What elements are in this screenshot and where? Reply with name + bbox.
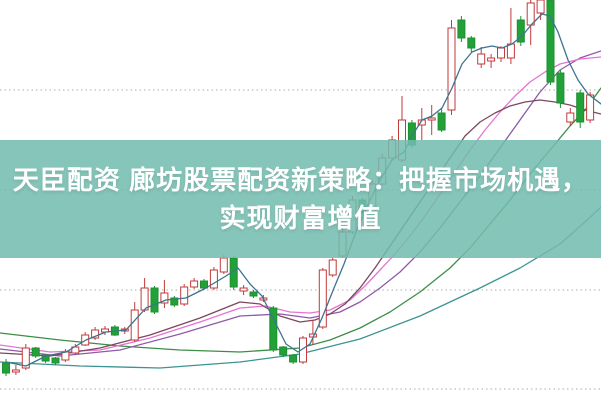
candle-body <box>526 2 535 26</box>
candle-body <box>190 280 199 288</box>
candle-body <box>536 0 545 14</box>
candle-body <box>269 307 278 351</box>
candle-body <box>130 309 139 341</box>
title-banner: 天臣配资 廊坊股票配资新策略：把握市场机遇， 实现财富增值 <box>0 140 601 258</box>
candle-body <box>150 287 159 313</box>
candle-body <box>586 94 595 121</box>
candle-body <box>219 257 228 273</box>
banner-title-line-2: 实现财富增值 <box>219 203 382 233</box>
candle-body <box>180 286 189 305</box>
candle-body <box>566 112 575 123</box>
candle-body <box>546 0 555 83</box>
candle-body <box>249 291 258 297</box>
candle-body <box>200 280 208 289</box>
candle-body <box>467 37 476 49</box>
candle-body <box>447 27 456 111</box>
banner-title-line-1: 天臣配资 廊坊股票配资新策略：把握市场机遇， <box>12 165 589 195</box>
candle-body <box>289 354 298 363</box>
candle-body <box>457 19 466 39</box>
candle-body <box>427 117 436 121</box>
candle-body <box>437 112 446 131</box>
candle-body <box>209 269 218 289</box>
candle-body <box>576 92 585 123</box>
candle-body <box>11 369 20 373</box>
candle-body <box>170 297 179 306</box>
candle-body <box>279 346 288 356</box>
candle-body <box>91 329 100 339</box>
candle-body <box>299 337 307 363</box>
candle-body <box>239 287 248 292</box>
candle-body <box>497 47 505 59</box>
candle-body <box>21 347 30 369</box>
candle-body <box>328 259 337 276</box>
candle-body <box>556 72 565 104</box>
candle-body <box>160 292 169 304</box>
candle-body <box>318 269 327 328</box>
candle-body <box>2 362 10 374</box>
candle-body <box>516 19 525 43</box>
candle-body <box>140 287 149 311</box>
candle-body <box>51 357 60 364</box>
candle-body <box>477 53 486 65</box>
candle-body <box>31 347 40 357</box>
candle-body <box>487 57 496 62</box>
